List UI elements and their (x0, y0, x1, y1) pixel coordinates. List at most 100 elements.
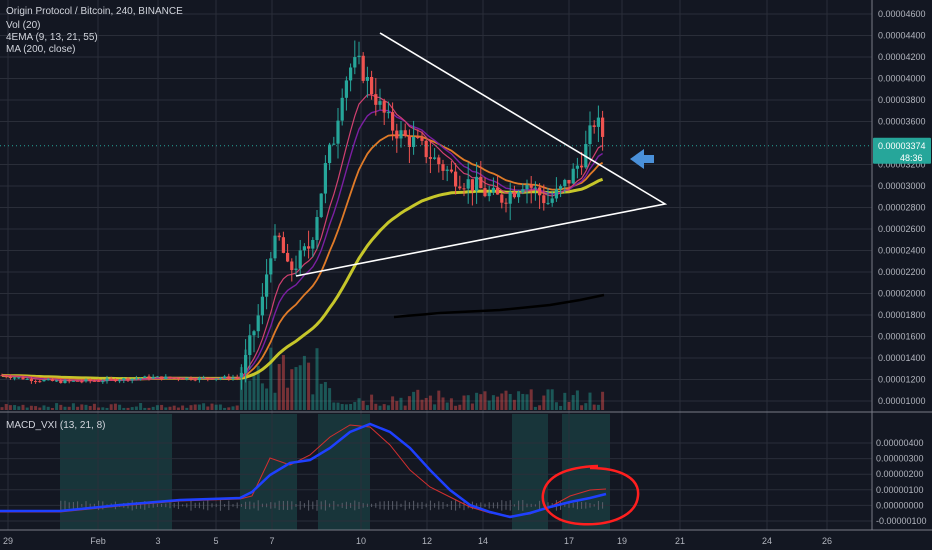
volume-bar-48 (197, 404, 201, 410)
candle-body (596, 117, 600, 127)
candle-62 (256, 304, 260, 339)
candle-body (407, 136, 411, 147)
candle-7 (25, 377, 29, 380)
candle-71 (294, 255, 298, 276)
candle-body (290, 261, 294, 271)
candle-body (67, 380, 71, 382)
candle-body (176, 377, 180, 379)
volume-bar-140 (584, 403, 588, 410)
candle-126 (525, 179, 529, 204)
candle-body (567, 179, 571, 184)
volume-bar-102 (424, 397, 428, 410)
candle-body (479, 176, 483, 189)
candle-79 (328, 142, 332, 171)
time-tick-label-12: 24 (762, 536, 772, 546)
time-tick-label-11: 21 (675, 536, 685, 546)
volume-bar-22 (88, 406, 92, 410)
candle-59 (244, 339, 248, 383)
volume-bar-60 (248, 380, 252, 410)
volume-bar-51 (210, 403, 214, 410)
candle-45 (185, 377, 189, 381)
candle-body (206, 377, 210, 379)
volume-bar-37 (151, 406, 155, 410)
bar-countdown: 48:36 (900, 153, 923, 163)
candle-body (193, 379, 197, 381)
candle-53 (218, 376, 222, 381)
volume-bar-49 (202, 403, 206, 410)
volume-bar-19 (76, 406, 80, 410)
volume-bar-113 (470, 403, 474, 410)
volume-bar-96 (399, 397, 403, 410)
volume-bar-67 (277, 364, 281, 410)
candle-129 (538, 183, 542, 209)
candle-body (38, 381, 42, 383)
candle-127 (529, 176, 533, 204)
volume-bar-127 (529, 389, 533, 410)
candle-body (315, 217, 319, 240)
volume-bar-23 (92, 403, 96, 410)
macd-tick-label-1: 0.00000400 (876, 438, 924, 448)
candle-136 (567, 179, 571, 192)
volume-bar-28 (113, 403, 117, 410)
time-tick-label-2: Feb (90, 536, 106, 546)
candle-body (122, 378, 126, 381)
volume-bar-52 (214, 404, 218, 410)
volume-bar-20 (80, 404, 84, 410)
candle-115 (479, 160, 483, 189)
candle-86 (357, 41, 361, 65)
volume-bar-112 (466, 395, 470, 410)
candle-133 (554, 177, 558, 202)
volume-bar-105 (437, 390, 441, 410)
candle-61 (252, 329, 256, 353)
volume-bar-47 (193, 404, 197, 410)
volume-bar-3 (8, 405, 12, 410)
price-tick-label-6: 0.00003600 (878, 117, 926, 127)
candle-body (365, 76, 369, 81)
candle-body (63, 380, 67, 383)
current-price-tag: 0.00003374 48:36 (873, 137, 931, 164)
volume-bar-125 (521, 393, 525, 410)
candle-body (592, 125, 596, 127)
candle-123 (512, 185, 516, 199)
candle-119 (496, 175, 500, 195)
candle-body (185, 377, 189, 380)
volume-bar-9 (34, 406, 38, 410)
candle-81 (336, 107, 340, 159)
candle-body (269, 258, 273, 275)
candle-body (483, 188, 487, 197)
volume-bar-39 (160, 404, 164, 410)
volume-bar-5 (17, 406, 21, 410)
candle-body (575, 165, 579, 169)
symbol-title: Origin Protocol / Bitcoin, 240, BINANCE (6, 6, 183, 17)
candle-body (202, 377, 206, 379)
candle-body (113, 379, 117, 382)
volume-bar-92 (382, 404, 386, 410)
candle-body (344, 80, 348, 98)
candle-41 (168, 376, 172, 379)
candle-82 (340, 88, 344, 126)
candle-99 (412, 120, 416, 155)
volume-bar-71 (294, 367, 298, 410)
candle-135 (563, 178, 567, 194)
macd-tick-label-4: 0.00000100 (876, 485, 924, 495)
volume-bar-61 (252, 373, 256, 410)
candle-body (164, 376, 168, 379)
volume-bar-26 (105, 407, 109, 410)
volume-bar-129 (538, 405, 542, 410)
candle-body (529, 185, 533, 188)
candle-body (521, 189, 525, 193)
volume-bar-142 (592, 404, 596, 410)
candle-68 (281, 231, 285, 254)
volume-bar-15 (59, 404, 63, 410)
volume-bar-68 (281, 355, 285, 410)
candle-128 (533, 181, 537, 201)
candle-body (189, 377, 193, 380)
candle-body (533, 187, 537, 189)
ema55-line (1, 177, 604, 381)
candle-25 (101, 378, 105, 384)
candle-14 (55, 379, 59, 382)
candle-138 (575, 157, 579, 179)
volume-bar-65 (269, 347, 273, 410)
candle-103 (428, 140, 432, 174)
